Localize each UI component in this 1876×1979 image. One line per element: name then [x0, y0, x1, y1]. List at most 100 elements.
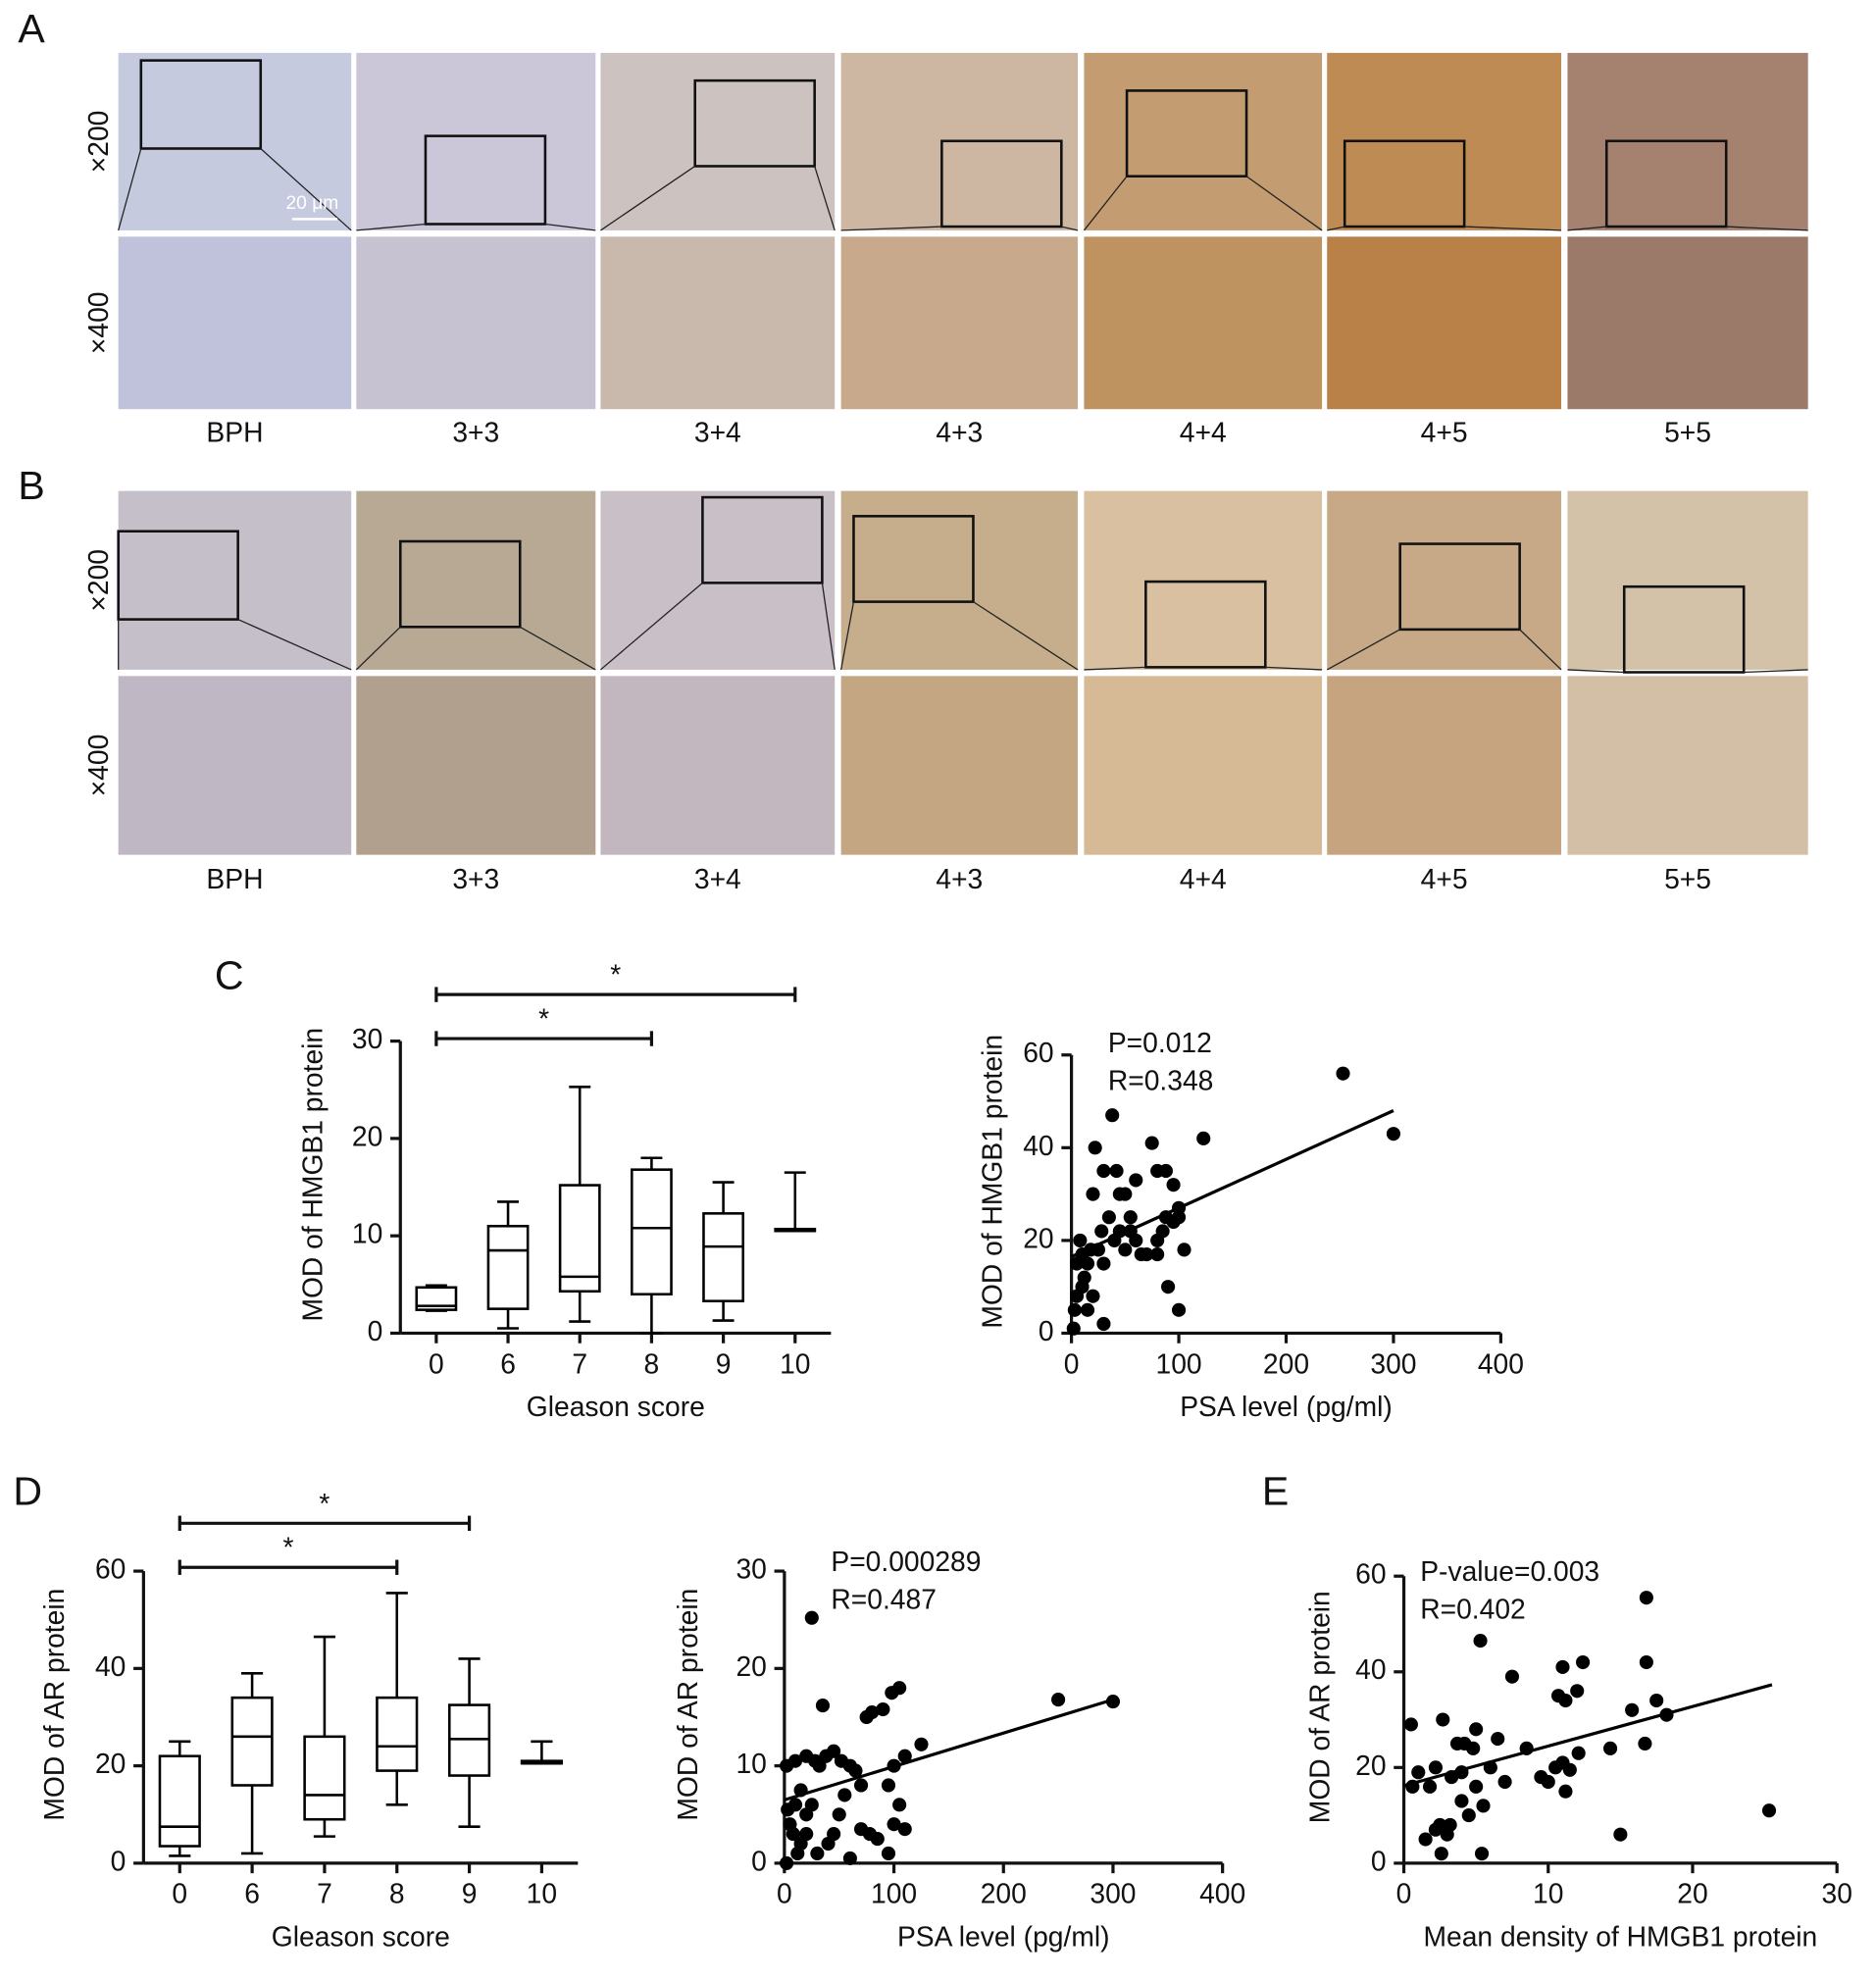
- significance-label: *: [319, 1488, 330, 1519]
- zoom-line: [1327, 226, 1345, 231]
- box: [230, 1696, 274, 1787]
- point: [1123, 1210, 1138, 1225]
- zoom-line: [973, 601, 1079, 671]
- micrograph: [600, 236, 836, 410]
- x-tick-label: 400: [1199, 1878, 1245, 1909]
- zoom-line: [1265, 666, 1323, 671]
- magnification-label: ×400: [82, 735, 114, 797]
- zoom-box: [1125, 89, 1248, 178]
- zoom-line: [600, 165, 696, 231]
- zoom-line: [1567, 669, 1625, 674]
- point: [1613, 1827, 1628, 1842]
- x-tick-label: 100: [1155, 1347, 1201, 1379]
- point: [812, 1758, 827, 1773]
- y-tick-label: 40: [1355, 1653, 1386, 1685]
- zoom-box: [693, 78, 816, 168]
- point: [870, 1832, 885, 1847]
- micrograph-label: BPH: [206, 863, 263, 894]
- micrograph: [1327, 490, 1562, 670]
- point: [1073, 1233, 1088, 1247]
- box: [631, 1168, 673, 1296]
- y-tick-label: 20: [1355, 1750, 1386, 1781]
- zoom-line: [1326, 629, 1400, 671]
- point: [914, 1737, 929, 1751]
- point: [1075, 1280, 1090, 1294]
- micrograph-label: 3+4: [694, 863, 741, 894]
- x-tick-label: 10: [1533, 1878, 1563, 1909]
- zoom-line: [1464, 226, 1562, 231]
- zoom-line: [600, 582, 703, 671]
- point: [1473, 1634, 1488, 1649]
- zoom-box: [1144, 580, 1267, 669]
- annotation: R=0.487: [831, 1583, 937, 1614]
- x-tick-label: 7: [572, 1347, 587, 1379]
- micrograph-label: 5+5: [1664, 416, 1711, 447]
- zoom-box: [1398, 542, 1521, 632]
- panel-letter: A: [18, 6, 45, 51]
- y-tick-label: 0: [1039, 1315, 1054, 1346]
- micrograph: [356, 52, 596, 230]
- fit-line: [1070, 1109, 1394, 1258]
- point: [1161, 1280, 1176, 1294]
- point: [1088, 1141, 1102, 1155]
- point: [786, 1827, 800, 1842]
- micrograph: [1327, 236, 1562, 410]
- point: [1129, 1173, 1143, 1188]
- micrograph-label: 4+3: [936, 863, 983, 894]
- box: [415, 1286, 458, 1311]
- point: [1497, 1774, 1512, 1790]
- point: [1109, 1163, 1124, 1179]
- point: [804, 1610, 819, 1625]
- x-tick-label: 0: [1396, 1878, 1412, 1909]
- x-tick-label: 0: [1064, 1347, 1080, 1379]
- point: [1150, 1247, 1165, 1262]
- micrograph-label: 4+4: [1180, 416, 1227, 447]
- zoom-line: [260, 148, 352, 231]
- y-tick-label: 10: [735, 1748, 766, 1779]
- x-axis-title: Gleason score: [272, 1920, 450, 1952]
- point: [1080, 1302, 1095, 1317]
- annotation: R=0.348: [1108, 1064, 1214, 1095]
- x-tick-label: 8: [389, 1878, 405, 1909]
- micrograph: [600, 490, 836, 670]
- y-tick-label: 0: [368, 1315, 383, 1346]
- point: [1469, 1779, 1484, 1794]
- x-axis-title: PSA level (pg/ml): [1180, 1391, 1393, 1422]
- zoom-line: [356, 223, 427, 231]
- y-tick-label: 0: [1371, 1845, 1387, 1876]
- zoom-line: [1061, 226, 1079, 231]
- y-tick-label: 0: [751, 1845, 767, 1876]
- point: [1761, 1803, 1777, 1818]
- zoom-line: [1084, 666, 1146, 671]
- zoom-line: [544, 223, 596, 231]
- point: [837, 1788, 852, 1802]
- point: [1558, 1784, 1573, 1799]
- y-tick-label: 10: [352, 1218, 382, 1249]
- micrograph-label: 4+5: [1421, 863, 1468, 894]
- y-tick-label: 20: [1023, 1222, 1053, 1253]
- micrograph: [1084, 676, 1323, 855]
- zoom-line: [237, 619, 352, 671]
- panel-letter: B: [18, 463, 44, 508]
- point: [1625, 1702, 1640, 1717]
- zoom-line: [1726, 226, 1808, 231]
- micrograph: [118, 52, 352, 230]
- point: [1177, 1243, 1192, 1257]
- zoom-box: [852, 515, 975, 603]
- micrograph: [1567, 490, 1808, 670]
- x-tick-label: 400: [1478, 1347, 1524, 1379]
- point: [892, 1798, 907, 1812]
- y-tick-label: 20: [735, 1650, 766, 1682]
- y-axis-title: MOD of AR protein: [672, 1589, 703, 1821]
- x-tick-label: 20: [1677, 1878, 1707, 1909]
- point: [1436, 1712, 1450, 1727]
- micrograph: [840, 676, 1079, 855]
- point: [1066, 1321, 1081, 1336]
- significance-label: *: [610, 959, 621, 990]
- significance-label: *: [283, 1532, 294, 1563]
- zoom-box: [701, 495, 824, 584]
- point: [1051, 1693, 1066, 1707]
- zoom-line: [1567, 226, 1607, 231]
- point: [1166, 1178, 1181, 1192]
